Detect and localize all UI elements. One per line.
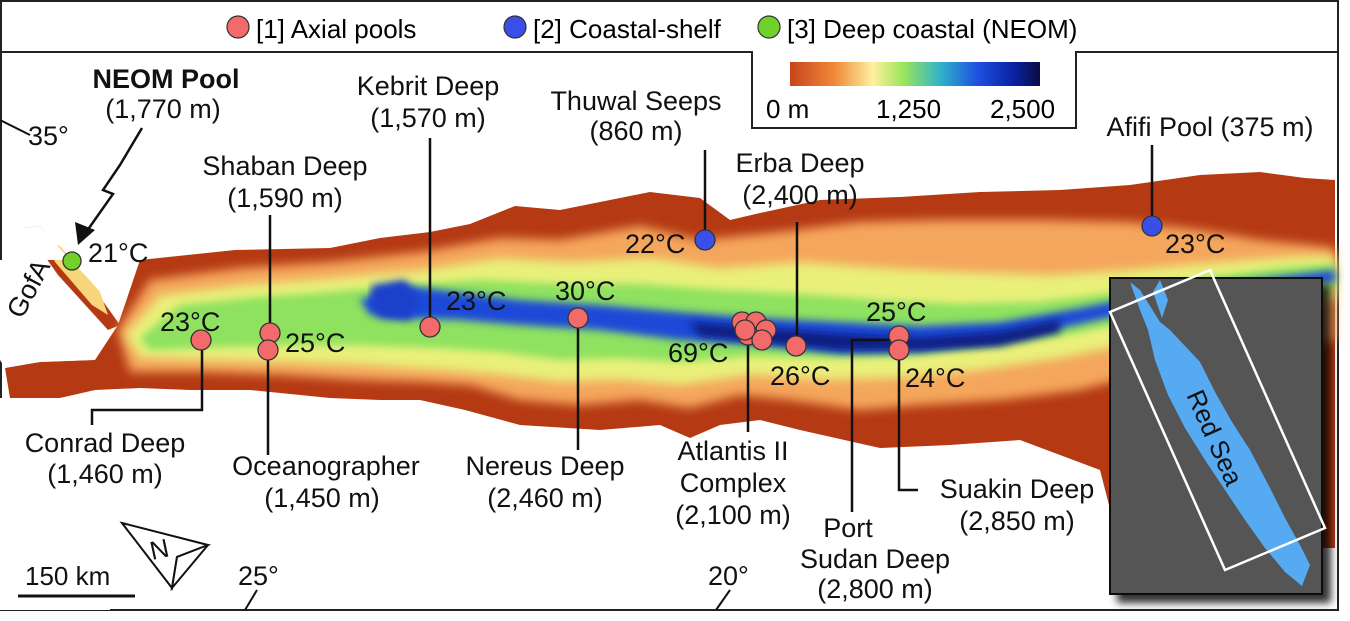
suakin-deep-marker (888, 339, 910, 361)
conrad-deep-marker (190, 329, 212, 351)
port-sudan-deep-name-line2: Sudan Deep (800, 544, 950, 574)
afifi-pool-temp: 23°C (1165, 229, 1225, 259)
thuwal-seeps-depth: (860 m) (589, 116, 682, 146)
legend-neom-label: [3] Deep coastal (NEOM) (787, 14, 1077, 44)
lon-35-tick (0, 119, 31, 136)
thuwal-seeps-marker (694, 229, 716, 251)
leader-lines (75, 127, 1154, 512)
site-labels: NEOM Pool (1,770 m) 21°C Kebrit Deep (1,… (25, 64, 1314, 604)
port-sudan-deep-name: Port (823, 513, 873, 543)
inset-red-sea (1130, 282, 1310, 586)
neom-pool-depth: (1,770 m) (105, 94, 221, 124)
axial-trough-deepest (690, 320, 1060, 350)
shaban-deep-depth: (1,590 m) (227, 183, 343, 213)
nereus-deep-depth: (2,460 m) (487, 483, 603, 513)
neom-pool-temp: 21°C (88, 238, 148, 268)
atlantis-complex-temp: 69°C (668, 338, 728, 368)
kebrit-basin-deep (370, 280, 420, 320)
lon-35-label: 35° (28, 121, 69, 151)
atlantis-pool-marker (751, 329, 773, 351)
legend-neom-marker (757, 15, 781, 39)
oceanographer-marker (257, 339, 279, 361)
neom-leader (80, 127, 144, 239)
scale-bar-label: 150 km (25, 561, 110, 591)
scale-bar: 150 km (18, 561, 135, 598)
legend-coastal-label: [2] Coastal-shelf (533, 14, 722, 44)
legend-box: [1] Axial pools [2] Coastal-shelf [3] De… (1, 14, 1338, 129)
kebrit-deep-depth: (1,570 m) (370, 103, 486, 133)
conrad-leader (90, 350, 204, 425)
legend-axial-marker (226, 15, 250, 39)
shaban-deep-temp: 25°C (285, 328, 345, 358)
afifi-pool-name: Afifi Pool (375 m) (1106, 112, 1313, 142)
inset-gulf (1153, 280, 1168, 318)
kebrit-deep-temp: 23°C (446, 286, 506, 316)
nereus-deep-marker (567, 307, 589, 329)
port-sudan-deep-temp: 25°C (866, 297, 926, 327)
neom-arrowhead (75, 222, 95, 245)
suakin-deep-depth: (2,850 m) (959, 506, 1075, 536)
erba-deep-depth: (2,400 m) (742, 180, 858, 210)
atlantis-complex-name: Atlantis II (677, 436, 788, 466)
oceanographer-depth: (1,450 m) (264, 483, 380, 513)
erba-deep-marker (785, 335, 807, 357)
atlantis-complex-depth: (2,100 m) (675, 500, 791, 530)
conrad-deep-temp: 23°C (160, 307, 220, 337)
pool-markers (62, 215, 1163, 361)
lon-25-label: 25° (238, 561, 279, 591)
atlantis-pool-marker (734, 319, 756, 341)
conrad-deep-depth: (1,460 m) (47, 459, 163, 489)
port-sudan-deep-depth: (2,800 m) (817, 574, 933, 604)
erba-deep-name: Erba Deep (735, 148, 864, 178)
shaban-deep-name: Shaban Deep (202, 151, 367, 181)
portsudan-leader (850, 338, 897, 512)
neom-pool-marker (62, 251, 82, 271)
lon-20-tick (715, 589, 731, 611)
inset-study-area-box (1108, 268, 1327, 572)
nereus-deep-name: Nereus Deep (465, 451, 624, 481)
conrad-deep-name: Conrad Deep (25, 428, 186, 458)
bathymetry-map (0, 145, 1335, 610)
erba-deep-temp: 26°C (770, 361, 830, 391)
lon-25-tick (244, 589, 258, 611)
blank-area-left (0, 145, 140, 368)
suakin-deep-name: Suakin Deep (940, 474, 1095, 504)
legend-coastal-marker (503, 15, 527, 39)
legend-axial-label: [1] Axial pools (256, 14, 416, 44)
depth-scale-max: 2,500 (990, 94, 1055, 124)
north-arrow: N (119, 521, 212, 592)
afifi-pool-marker (1141, 215, 1163, 237)
lon-20-label: 20° (708, 561, 749, 591)
nereus-deep-temp: 30°C (555, 276, 615, 306)
neom-pool-name: NEOM Pool (93, 64, 240, 94)
suakin-deep-temp: 24°C (905, 363, 965, 393)
atlantis-complex-name-line2: Complex (680, 468, 787, 498)
suakin-leader (897, 358, 918, 492)
kebrit-deep-name: Kebrit Deep (357, 71, 500, 101)
thuwal-seeps-name: Thuwal Seeps (550, 86, 721, 116)
depth-scale-min: 0 m (766, 94, 809, 124)
graticule-marks: 35° 25° 20° (0, 119, 749, 611)
depth-scale-mid: 1,250 (876, 94, 941, 124)
inset-map: Red Sea (1108, 268, 1327, 595)
depth-color-ramp (790, 62, 1040, 86)
kebrit-deep-marker (419, 316, 441, 338)
oceanographer-name: Oceanographer (232, 451, 420, 481)
blank-area-bottom-left (0, 392, 110, 610)
thuwal-seeps-temp: 22°C (625, 229, 685, 259)
